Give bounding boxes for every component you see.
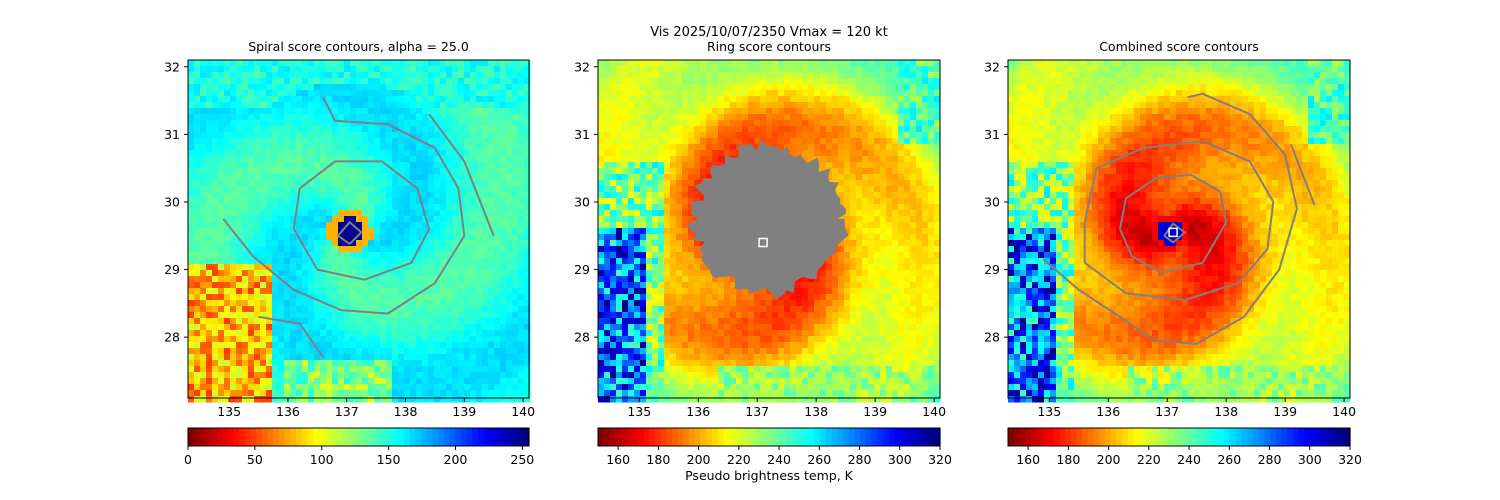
x-tick-label: 137 xyxy=(745,404,769,419)
x-tick-label: 135 xyxy=(627,404,651,419)
colorbar-label: Pseudo brightness temp, K xyxy=(685,468,854,483)
x-tick-label: 139 xyxy=(1273,404,1297,419)
y-tick-label: 29 xyxy=(574,262,590,277)
colorbar-tick-label: 200 xyxy=(1097,452,1121,467)
colorbar-tick-label: 180 xyxy=(1056,452,1080,467)
axes-frame xyxy=(597,59,941,399)
chart-panel-2: Ring score contours 135 136 137 138 139 140 28 2… xyxy=(574,39,952,483)
heatmap-field xyxy=(1008,60,1351,403)
y-tick-label: 28 xyxy=(574,330,590,345)
axes-frame xyxy=(1007,59,1351,399)
y-tick-label: 32 xyxy=(574,59,590,74)
y-tick-label: 29 xyxy=(984,262,1000,277)
colorbar-tick-label: 260 xyxy=(1217,452,1241,467)
figure-suptitle: Vis 2025/10/07/2350 Vmax = 120 kt xyxy=(650,25,888,40)
panel-title: Ring score contours xyxy=(707,39,831,54)
colorbar-tick-label: 240 xyxy=(1177,452,1201,467)
x-tick-label: 136 xyxy=(686,404,710,419)
contour-east-arc xyxy=(1290,144,1316,206)
colorbar-tick-label: 220 xyxy=(727,452,751,467)
contour-inner-ring xyxy=(292,160,431,281)
chart-panel-1: Spiral score contours, alpha = 25.0 135 13… xyxy=(164,39,535,467)
colorbar-tick-label: 280 xyxy=(1258,452,1282,467)
colorbar-tick-label: 280 xyxy=(848,452,872,467)
contour-inner-ring xyxy=(1119,173,1228,274)
colorbar-tick-label: 180 xyxy=(646,452,670,467)
x-tick-label: 135 xyxy=(1037,404,1061,419)
colorbar: 0 50 100 150 200 250 xyxy=(184,427,534,467)
x-tick-label: 136 xyxy=(276,404,300,419)
contour-east-arc xyxy=(428,113,495,237)
colorbar-tick-label: 300 xyxy=(888,452,912,467)
colorbar-tick-label: 320 xyxy=(1338,452,1362,467)
x-tick-label: 140 xyxy=(511,404,535,419)
y-tick-label: 30 xyxy=(164,194,180,209)
colorbar-tick-label: 220 xyxy=(1137,452,1161,467)
colorbar-tick-label: 100 xyxy=(310,452,334,467)
contour-middle-ring xyxy=(1083,140,1275,301)
y-tick-label: 30 xyxy=(574,194,590,209)
panel-title: Spiral score contours, alpha = 25.0 xyxy=(248,39,469,54)
y-tick-label: 30 xyxy=(984,194,1000,209)
center-marker xyxy=(1168,227,1178,238)
axes-frame xyxy=(187,59,530,399)
colorbar-tick-label: 260 xyxy=(807,452,831,467)
x-tick-label: 138 xyxy=(1214,404,1238,419)
y-tick-label: 31 xyxy=(574,127,590,142)
y-tick-label: 28 xyxy=(984,330,1000,345)
colorbar: 160 180 200 220 240 260 280 300 320 xyxy=(1007,427,1362,467)
x-tick-label: 138 xyxy=(394,404,418,419)
x-tick-label: 140 xyxy=(1332,404,1356,419)
x-tick-label: 139 xyxy=(863,404,887,419)
ring-score-contour-region xyxy=(686,139,849,299)
x-tick-label: 139 xyxy=(452,404,476,419)
contour-outer-arc xyxy=(222,96,466,315)
y-tick-label: 32 xyxy=(164,59,180,74)
colorbar-tick-label: 150 xyxy=(377,452,401,467)
chart-panel-3: Combined score contours 135 136 137 138 139 14… xyxy=(984,39,1362,467)
colorbar-tick-label: 300 xyxy=(1298,452,1322,467)
x-tick-label: 135 xyxy=(217,404,241,419)
x-tick-label: 137 xyxy=(335,404,359,419)
colorbar-tick-label: 320 xyxy=(928,452,952,467)
x-tick-label: 138 xyxy=(804,404,828,419)
contour-eye-ring xyxy=(337,221,363,245)
contour-outer-spiral xyxy=(1042,92,1298,345)
colorbar-tick-label: 240 xyxy=(767,452,791,467)
colorbar-tick-label: 50 xyxy=(247,452,263,467)
y-tick-label: 32 xyxy=(984,59,1000,74)
colorbar-tick-label: 250 xyxy=(510,452,534,467)
y-tick-label: 31 xyxy=(164,127,180,142)
colorbar: 160 180 200 220 240 260 280 300 320 Pseudo bright… xyxy=(597,427,952,483)
x-tick-label: 136 xyxy=(1096,404,1120,419)
x-tick-label: 140 xyxy=(922,404,946,419)
colorbar-tick-label: 160 xyxy=(1016,452,1040,467)
colorbar-tick-label: 200 xyxy=(687,452,711,467)
panel-title: Combined score contours xyxy=(1099,39,1259,54)
colorbar-tick-label: 0 xyxy=(184,452,192,467)
y-tick-label: 29 xyxy=(164,262,180,277)
contour-southwest-arc xyxy=(258,315,325,358)
colorbar-tick-label: 200 xyxy=(444,452,468,467)
y-tick-label: 31 xyxy=(984,127,1000,142)
y-tick-label: 28 xyxy=(164,330,180,345)
center-marker xyxy=(758,237,768,248)
x-tick-label: 137 xyxy=(1155,404,1179,419)
colorbar-tick-label: 160 xyxy=(606,452,630,467)
